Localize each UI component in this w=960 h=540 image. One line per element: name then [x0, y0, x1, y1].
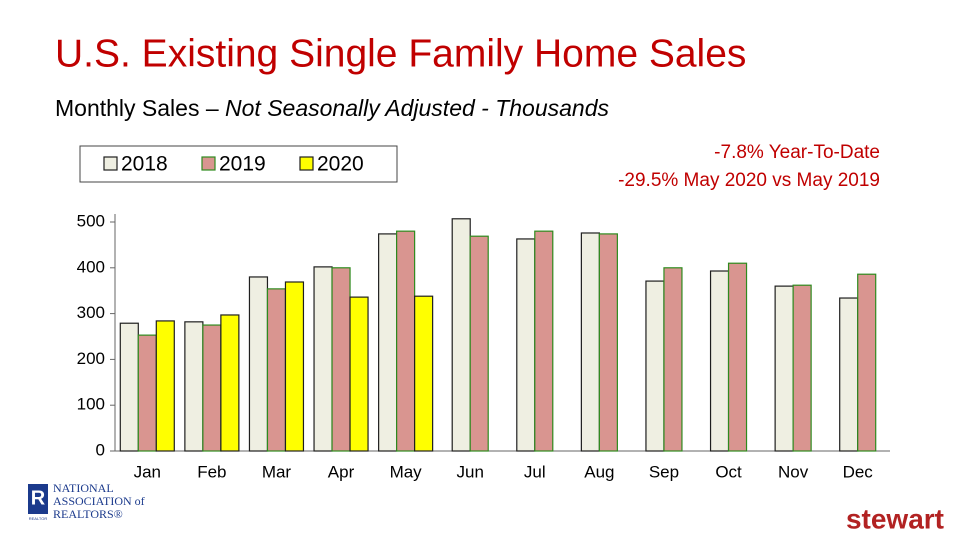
bar [709, 270, 730, 452]
legend-label: 2019 [219, 153, 266, 176]
legend-swatch [201, 156, 216, 171]
x-tick-label: Dec [843, 462, 874, 481]
bar [516, 238, 536, 452]
y-tick-label: 200 [77, 349, 105, 368]
y-tick-label: 500 [77, 211, 105, 230]
legend-swatch [299, 156, 314, 171]
legend-label: 2018 [121, 153, 168, 176]
bar [155, 320, 175, 452]
x-tick-label: Jul [524, 462, 546, 481]
y-tick-label: 100 [77, 395, 105, 414]
nar-badge: REALTOR [29, 516, 48, 521]
bar [414, 295, 434, 452]
y-tick-label: 400 [77, 257, 105, 276]
legend: 2018 2019 2020 [103, 153, 364, 176]
plot-area: 0 100 200 300 400 500 Jan Feb Mar Apr May Jun Jul Aug… [77, 211, 890, 481]
y-tick-label: 0 [96, 440, 105, 459]
nar-logo-letter: R [31, 487, 46, 509]
legend-label: 2020 [317, 153, 364, 176]
bar [137, 334, 157, 452]
annotation: -7.8% Year-To-Date [714, 142, 880, 163]
nar-line: ASSOCIATION of [53, 494, 145, 508]
bar [378, 233, 398, 452]
nar-line: NATIONAL [53, 481, 114, 495]
bar [534, 230, 554, 452]
bar [469, 235, 489, 452]
bar [313, 266, 333, 452]
bar [857, 273, 877, 452]
bar [645, 280, 665, 452]
x-tick-label: Apr [328, 462, 355, 481]
nar-line: REALTORS® [53, 507, 123, 521]
bar [663, 267, 683, 452]
bar [598, 233, 618, 452]
subtitle-italic: Not Seasonally Adjusted - Thousands [225, 95, 609, 121]
x-tick-label: Oct [715, 462, 742, 481]
bar [349, 296, 369, 452]
bar [580, 232, 600, 452]
bar [266, 288, 287, 452]
bar [248, 276, 269, 452]
y-tick-label: 300 [77, 303, 105, 322]
stewart-logo: stewart [846, 503, 944, 534]
x-tick-label: May [390, 462, 423, 481]
bar [284, 281, 305, 452]
annotation: -29.5% May 2020 vs May 2019 [618, 170, 880, 191]
x-tick-label: Jun [456, 462, 483, 481]
chart-subtitle: Monthly Sales – Not Seasonally Adjusted … [55, 95, 610, 121]
bar [839, 297, 859, 452]
bar [396, 230, 416, 452]
nar-logo-mark [28, 484, 48, 514]
bar [331, 267, 351, 452]
subtitle-plain: Monthly Sales – [55, 95, 219, 121]
chart-title: U.S. Existing Single Family Home Sales [55, 32, 746, 75]
bar [184, 321, 204, 452]
bar [202, 324, 222, 452]
bar [220, 314, 240, 452]
x-tick-label: Feb [197, 462, 226, 481]
bar [451, 218, 471, 452]
legend-swatch [103, 156, 118, 171]
x-tick-label: Jan [134, 462, 161, 481]
bar [792, 284, 812, 452]
x-tick-label: Sep [649, 462, 679, 481]
x-tick-label: Nov [778, 462, 809, 481]
bar [727, 262, 748, 452]
bar [119, 322, 139, 452]
legend-box [79, 145, 398, 183]
x-tick-label: Aug [584, 462, 614, 481]
bar [774, 285, 794, 452]
x-tick-label: Mar [262, 462, 292, 481]
